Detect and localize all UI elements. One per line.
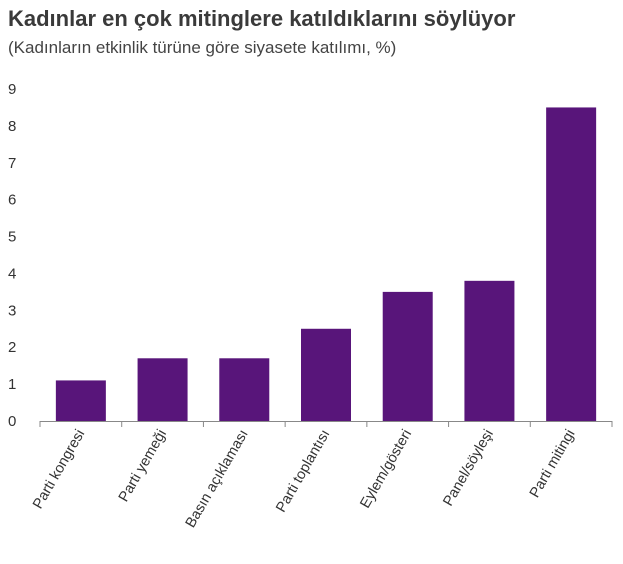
x-axis-ticks (39, 421, 613, 427)
y-tick-label: 1 (8, 376, 16, 393)
y-tick-label: 9 (8, 81, 16, 98)
y-tick-label: 0 (8, 413, 16, 430)
category-label: Parti mitingi (527, 427, 579, 501)
y-tick-label: 7 (8, 155, 16, 172)
bar (55, 380, 106, 421)
bar (219, 358, 270, 421)
category-label: Panel/söyleşi (440, 427, 497, 509)
bar (137, 358, 188, 421)
bar (382, 291, 433, 421)
bar (546, 107, 597, 421)
category-label: Parti yemeği (116, 427, 170, 505)
y-tick-label: 8 (8, 118, 16, 135)
category-labels: Parti kongresi Parti yemeği Basın açıklama… (30, 427, 578, 531)
category-label: Basın açıklaması (183, 427, 252, 531)
y-tick-label: 2 (8, 339, 16, 356)
chart-subtitle: (Kadınların etkinlik türüne göre siyaset… (8, 38, 397, 57)
y-tick-label: 4 (8, 265, 16, 282)
y-axis-ticks: 0 1 2 3 4 5 6 7 8 9 (8, 81, 16, 430)
y-tick-label: 5 (8, 229, 16, 246)
y-tick-label: 6 (8, 192, 16, 209)
category-label: Parti toplantısı (273, 427, 333, 515)
category-label: Parti kongresi (30, 427, 88, 512)
bar (301, 328, 351, 421)
category-label: Eylem/gösteri (357, 427, 415, 511)
chart-title: Kadınlar en çok mitinglere katıldıkların… (8, 6, 516, 31)
bar (464, 280, 515, 421)
bars (55, 107, 597, 421)
y-tick-label: 3 (8, 302, 16, 319)
